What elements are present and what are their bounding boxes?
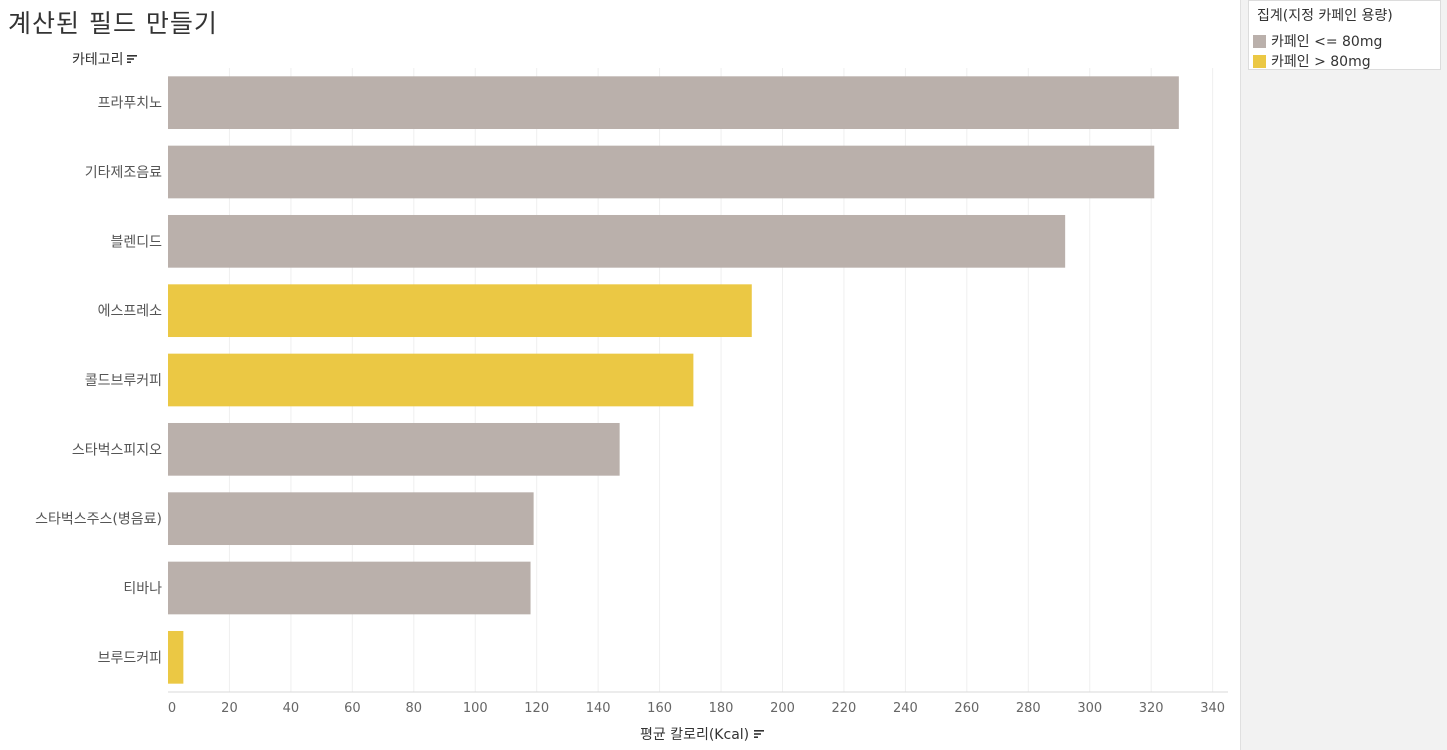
category-label: 에스프레소 bbox=[98, 304, 163, 320]
legend-swatch bbox=[1253, 54, 1266, 68]
x-axis-title[interactable]: 평균 칼로리(Kcal) bbox=[640, 724, 765, 744]
category-header[interactable]: 카테고리 bbox=[72, 49, 138, 69]
x-tick-label: 180 bbox=[709, 701, 734, 716]
legend-swatch bbox=[1253, 34, 1266, 48]
bar[interactable] bbox=[168, 492, 534, 546]
x-tick-label: 40 bbox=[283, 701, 300, 716]
bar[interactable] bbox=[168, 630, 184, 684]
x-tick-label: 260 bbox=[954, 701, 979, 716]
x-axis-title-label: 평균 칼로리(Kcal) bbox=[640, 727, 750, 743]
legend-item-high-caffeine[interactable]: 카페인 > 80mg bbox=[1253, 51, 1371, 71]
right-panel bbox=[1240, 0, 1447, 750]
bar[interactable] bbox=[168, 76, 1179, 130]
legend-title: 집계(지정 카페인 용량) bbox=[1257, 8, 1393, 24]
category-label: 브루드커피 bbox=[98, 650, 162, 666]
bar-chart: 프라푸치노기타제조음료블렌디드에스프레소콜드브루커피스타벅스피지오스타벅스주스(… bbox=[35, 68, 1228, 716]
x-tick-label: 340 bbox=[1200, 701, 1225, 716]
x-tick-label: 120 bbox=[524, 701, 549, 716]
sort-icon[interactable] bbox=[126, 54, 138, 64]
x-tick-label: 300 bbox=[1077, 701, 1102, 716]
bar[interactable] bbox=[168, 145, 1155, 199]
legend-item-label: 카페인 > 80mg bbox=[1271, 54, 1371, 70]
x-tick-label: 0 bbox=[168, 701, 176, 716]
x-tick-label: 320 bbox=[1139, 701, 1164, 716]
category-label: 스타벅스주스(병음료) bbox=[35, 512, 162, 528]
x-tick-label: 160 bbox=[647, 701, 672, 716]
x-tick-label: 200 bbox=[770, 701, 795, 716]
x-tick-label: 280 bbox=[1016, 701, 1041, 716]
bar[interactable] bbox=[168, 561, 531, 615]
category-header-label: 카테고리 bbox=[72, 52, 124, 68]
x-tick-label: 80 bbox=[406, 701, 423, 716]
legend: 집계(지정 카페인 용량) 카페인 <= 80mg 카페인 > 80mg bbox=[1248, 0, 1441, 70]
bar[interactable] bbox=[168, 284, 752, 338]
legend-item-label: 카페인 <= 80mg bbox=[1271, 34, 1383, 50]
page-title: 계산된 필드 만들기 bbox=[8, 9, 218, 38]
category-label: 기타제조음료 bbox=[85, 165, 162, 181]
category-label: 티바나 bbox=[123, 581, 162, 597]
x-tick-label: 20 bbox=[221, 701, 238, 716]
x-tick-label: 140 bbox=[586, 701, 611, 716]
category-label: 프라푸치노 bbox=[98, 96, 163, 112]
category-label: 콜드브루커피 bbox=[85, 373, 162, 389]
legend-item-low-caffeine[interactable]: 카페인 <= 80mg bbox=[1253, 31, 1382, 51]
bar[interactable] bbox=[168, 353, 694, 407]
category-label: 스타벅스피지오 bbox=[72, 442, 162, 458]
x-tick-label: 240 bbox=[893, 701, 918, 716]
bar[interactable] bbox=[168, 214, 1066, 268]
category-label: 블렌디드 bbox=[110, 234, 162, 250]
x-tick-label: 100 bbox=[463, 701, 488, 716]
x-tick-label: 60 bbox=[344, 701, 361, 716]
bar[interactable] bbox=[168, 422, 620, 476]
x-tick-label: 220 bbox=[832, 701, 857, 716]
sort-icon[interactable] bbox=[754, 729, 765, 739]
